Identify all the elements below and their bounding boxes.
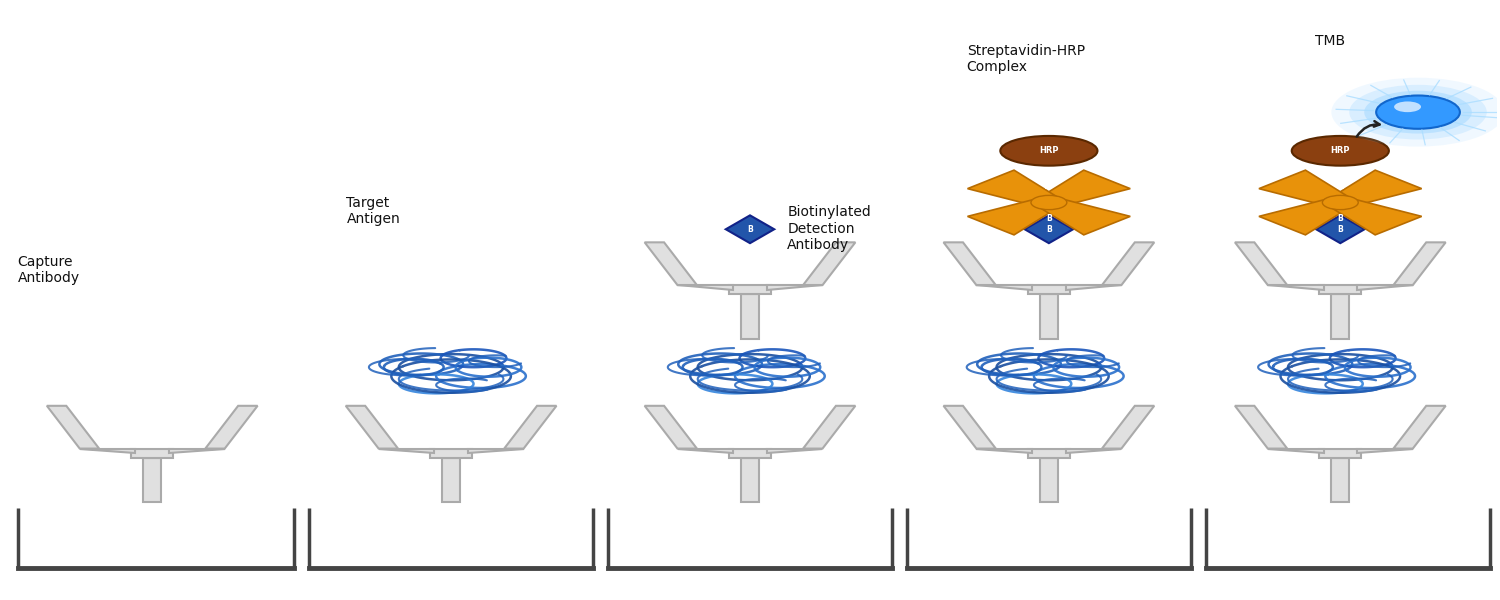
Text: Target
Antigen: Target Antigen [346,196,400,226]
Polygon shape [976,449,1032,453]
Bar [1320,449,1360,458]
Text: B: B [1046,214,1052,223]
Circle shape [1030,196,1066,209]
Polygon shape [766,449,822,453]
Bar [1028,285,1069,294]
Bar [1028,449,1069,458]
Ellipse shape [1292,136,1389,166]
Polygon shape [968,170,1059,207]
Bar [741,294,759,338]
Polygon shape [206,406,258,449]
Ellipse shape [1000,136,1098,166]
Bar [729,285,771,294]
Polygon shape [1038,170,1131,207]
Circle shape [1376,95,1460,129]
Circle shape [1332,77,1500,146]
Text: HRP: HRP [1330,146,1350,155]
Text: Biotinylated
Detection
Antibody: Biotinylated Detection Antibody [788,205,871,252]
Polygon shape [766,285,822,290]
Polygon shape [46,406,99,449]
Polygon shape [968,199,1059,235]
Polygon shape [1268,285,1323,290]
Polygon shape [802,406,855,449]
Polygon shape [468,449,524,453]
Bar [1320,285,1360,294]
Polygon shape [1065,285,1122,290]
Polygon shape [678,449,734,453]
Polygon shape [1329,170,1422,207]
Polygon shape [1329,199,1422,235]
Polygon shape [80,449,135,453]
Text: B: B [1046,225,1052,234]
Text: TMB: TMB [1316,34,1346,49]
Text: A: A [1046,182,1053,191]
Text: A: A [1336,182,1344,191]
Bar [144,458,160,502]
Polygon shape [726,215,774,243]
Polygon shape [1102,406,1154,449]
Bar [442,458,460,502]
Circle shape [1394,101,1420,112]
Bar [1332,458,1350,502]
Polygon shape [645,406,698,449]
Bar [741,458,759,502]
Polygon shape [678,285,734,290]
Bar [132,449,172,458]
Bar [430,449,472,458]
Polygon shape [346,406,398,449]
Polygon shape [1102,242,1154,285]
Polygon shape [1268,449,1323,453]
Circle shape [1350,85,1486,139]
Polygon shape [1258,199,1352,235]
Polygon shape [1316,215,1365,243]
Polygon shape [944,406,996,449]
Polygon shape [504,406,556,449]
Polygon shape [1024,215,1072,243]
Polygon shape [802,242,855,285]
Circle shape [1364,91,1472,134]
Polygon shape [1358,449,1413,453]
Text: Streptavidin-HRP
Complex: Streptavidin-HRP Complex [966,44,1084,74]
Polygon shape [1258,170,1352,207]
Text: B: B [1338,225,1342,234]
Polygon shape [1358,285,1413,290]
Bar [1332,294,1350,338]
Bar [729,449,771,458]
Circle shape [1323,196,1358,209]
Text: HRP: HRP [1040,146,1059,155]
Bar [1040,294,1058,338]
Polygon shape [170,449,225,453]
Polygon shape [1394,242,1446,285]
Text: B: B [747,225,753,234]
Text: Capture
Antibody: Capture Antibody [18,255,80,286]
Polygon shape [1394,406,1446,449]
Polygon shape [1234,406,1287,449]
Polygon shape [1234,242,1287,285]
Polygon shape [1038,199,1131,235]
Text: B: B [1338,214,1342,223]
Bar [1040,458,1058,502]
Polygon shape [1065,449,1122,453]
Polygon shape [378,449,435,453]
Polygon shape [645,242,698,285]
Polygon shape [976,285,1032,290]
Polygon shape [944,242,996,285]
